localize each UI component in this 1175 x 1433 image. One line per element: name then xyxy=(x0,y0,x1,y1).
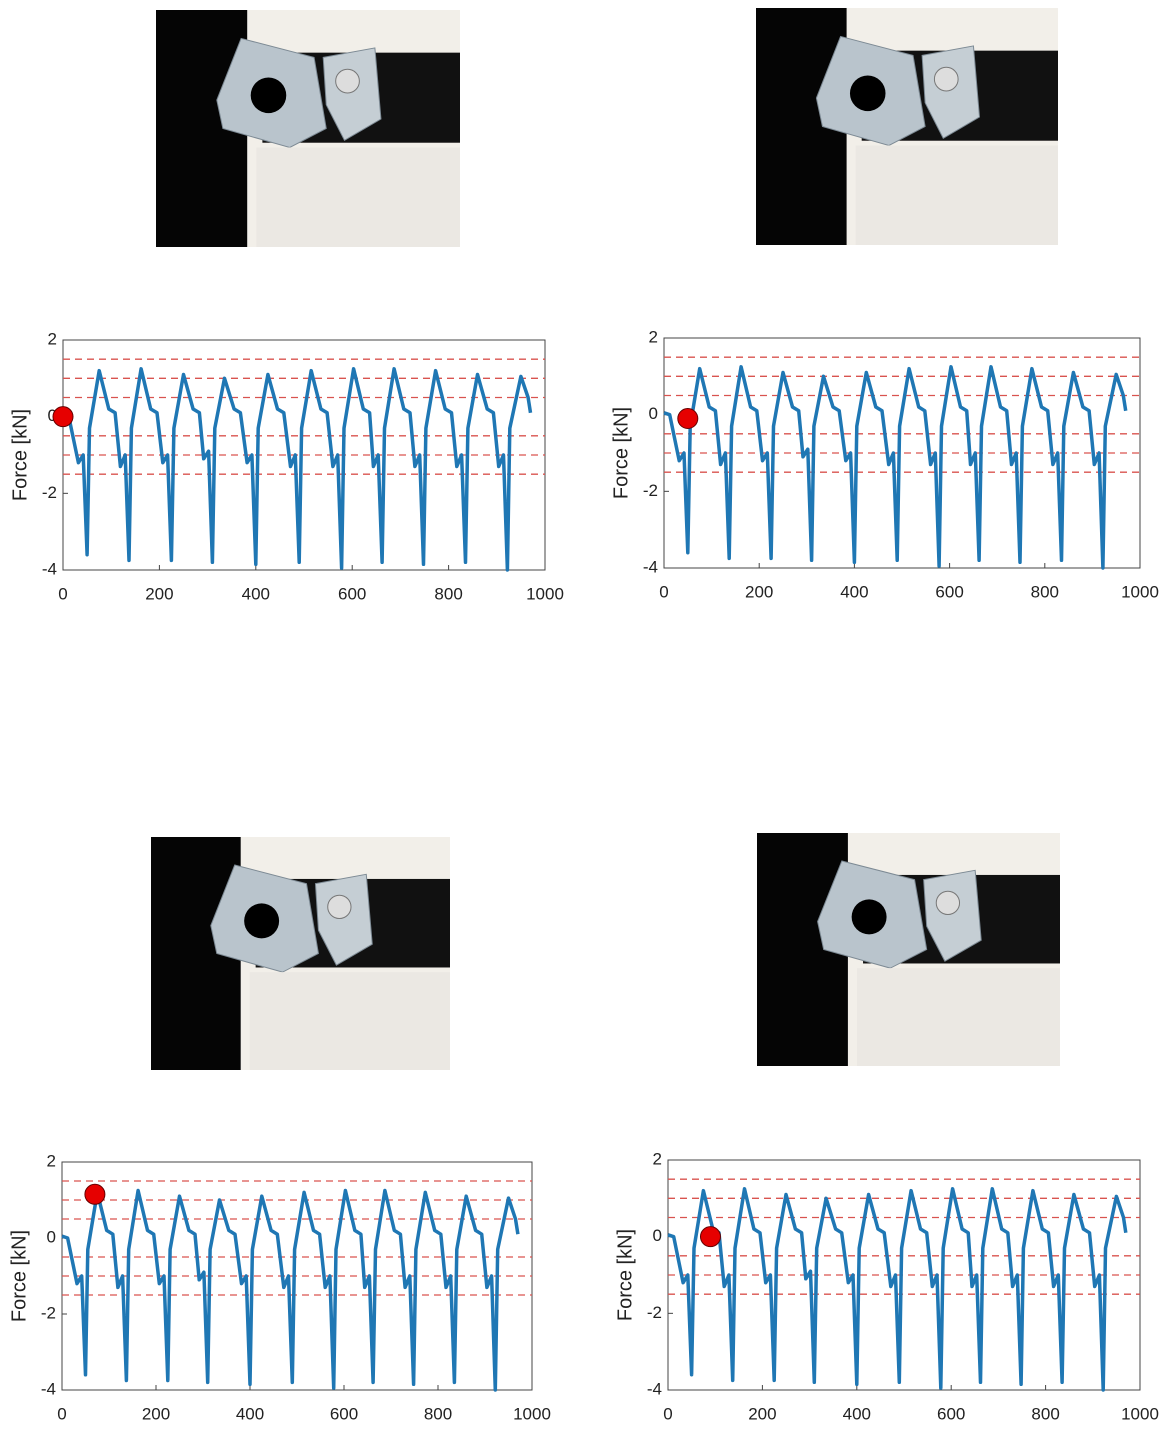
y-tick-label: -4 xyxy=(643,557,658,576)
photo-base xyxy=(856,968,1060,1066)
y-tick-label: 2 xyxy=(47,1151,56,1170)
x-tick-label: 800 xyxy=(424,1404,452,1423)
y-axis-label: Force [kN] xyxy=(614,1229,636,1321)
bracket-hole xyxy=(849,75,886,112)
y-tick-label: -4 xyxy=(42,559,57,578)
force-line xyxy=(663,365,1128,570)
x-tick-label: 200 xyxy=(145,584,173,603)
x-tick-label: 600 xyxy=(338,584,366,603)
y-tick-label: -2 xyxy=(647,1303,662,1322)
force-line xyxy=(62,367,533,572)
force-line xyxy=(61,1188,520,1392)
x-tick-label: 200 xyxy=(142,1404,170,1423)
time-marker xyxy=(677,408,699,429)
x-tick-label: 600 xyxy=(937,1404,965,1423)
x-tick-label: 600 xyxy=(330,1404,358,1423)
y-tick-label: -2 xyxy=(643,481,658,500)
y-tick-label: -2 xyxy=(42,483,57,502)
y-tick-label: 0 xyxy=(48,406,57,425)
bolt xyxy=(327,894,352,920)
hook xyxy=(322,47,382,142)
time-marker xyxy=(84,1183,106,1205)
hook xyxy=(923,869,982,962)
bolt xyxy=(335,68,360,94)
time-marker xyxy=(52,406,74,428)
x-tick-label: 200 xyxy=(748,1404,776,1423)
y-tick-label: -2 xyxy=(41,1303,56,1322)
force-line xyxy=(667,1187,1128,1392)
photo-base xyxy=(256,147,460,247)
x-tick-label: 400 xyxy=(843,1404,871,1423)
x-tick-label: 400 xyxy=(840,582,868,601)
x-tick-label: 200 xyxy=(745,582,773,601)
photo xyxy=(756,8,1058,245)
photo-base xyxy=(855,145,1058,245)
x-tick-label: 0 xyxy=(659,582,668,601)
photo xyxy=(757,833,1060,1066)
y-tick-label: -4 xyxy=(41,1379,56,1398)
y-tick-label: 2 xyxy=(48,329,57,348)
x-tick-label: 0 xyxy=(58,584,67,603)
plot-frame xyxy=(663,337,1141,569)
photo-base xyxy=(249,972,450,1070)
y-tick-label: 0 xyxy=(47,1227,56,1246)
photo xyxy=(151,837,450,1070)
y-tick-label: 0 xyxy=(649,404,658,423)
x-tick-label: 1000 xyxy=(513,1404,551,1423)
y-tick-label: 2 xyxy=(653,1149,662,1168)
x-tick-label: 400 xyxy=(236,1404,264,1423)
hook xyxy=(314,873,373,966)
x-tick-label: 0 xyxy=(663,1404,672,1423)
bolt xyxy=(933,66,959,92)
x-tick-label: 800 xyxy=(434,584,462,603)
y-axis-label: Force [kN] xyxy=(9,409,31,501)
y-tick-label: -4 xyxy=(647,1379,662,1398)
x-tick-label: 800 xyxy=(1031,1404,1059,1423)
y-tick-label: 2 xyxy=(649,327,658,346)
photo xyxy=(156,10,460,247)
x-tick-label: 0 xyxy=(57,1404,66,1423)
y-tick-label: 0 xyxy=(653,1226,662,1245)
bracket-hole xyxy=(851,899,887,935)
x-tick-label: 1000 xyxy=(1121,582,1159,601)
time-marker xyxy=(699,1226,721,1248)
x-tick-label: 1000 xyxy=(1121,1404,1159,1423)
x-tick-label: 800 xyxy=(1031,582,1059,601)
bolt xyxy=(935,890,961,916)
hook xyxy=(921,45,981,140)
bracket-hole xyxy=(250,77,287,114)
y-axis-label: Force [kN] xyxy=(610,407,632,499)
bracket-hole xyxy=(244,903,280,939)
x-tick-label: 600 xyxy=(935,582,963,601)
x-tick-label: 400 xyxy=(242,584,270,603)
y-axis-label: Force [kN] xyxy=(8,1230,30,1322)
x-tick-label: 1000 xyxy=(526,584,564,603)
